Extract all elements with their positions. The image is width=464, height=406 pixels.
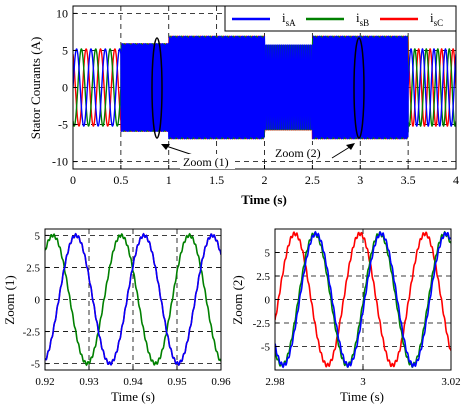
y-tick-label: 0 [62,81,68,95]
x-tick-label: 1 [166,173,172,187]
zoom1-y-ticks: 5 2.5 0 -2.5 -5 [23,230,49,371]
x-tick-label: 0.5 [113,173,128,187]
x-tick-label: 2.5 [305,173,320,187]
zoom2-ellipse [353,37,365,139]
y-tick-label: 2.5 [26,262,40,274]
zoom1-x-ticks: 0.92 0.93 0.94 0.95 0.96 [35,366,231,388]
x-tick-label: 0.95 [167,376,187,388]
zoom-annotations: Zoom (1) Zoom (2) [151,37,365,169]
zoom2-x-ticks: 2.98 3 3.02 [265,366,461,388]
y-tick-label: -5 [261,342,271,354]
zoom2-x-axis-label: Time (s) [340,389,384,404]
y-tick-label: 2.5 [256,271,270,283]
x-tick-label: 3.02 [441,376,460,388]
top-y-ticks: 10 5 0 -5 -10 [52,6,77,169]
x-tick-label: 3 [357,173,363,187]
bl-series-green [45,232,221,367]
top-legend: isA isB isC [224,5,457,32]
bl-series-blue [45,232,221,367]
zoom2-y-axis-label: Zoom (2) [230,275,245,324]
y-tick-label: 10 [56,6,68,20]
top-x-axis-label: Time (s) [241,192,287,207]
x-tick-label: 0.93 [79,376,99,388]
zoom2-y-ticks: 5 2.5 0 -2.5 -5 [253,248,279,354]
x-tick-label: 2 [262,173,268,187]
zoom1-arrowhead [161,144,170,150]
legend-sub-isB: sB [360,18,370,28]
y-tick-label: 5 [62,43,68,57]
y-tick-label: -10 [52,155,68,169]
y-tick-label: -2.5 [23,327,41,339]
zoom1-series [45,232,221,367]
y-tick-label: 5 [35,230,41,242]
x-tick-label: 0.94 [123,376,143,388]
x-tick-label: 3.5 [401,173,416,187]
legend-sub-isA: sA [286,18,297,28]
zoom2-series [275,230,451,369]
series-line-isA [73,35,456,140]
x-tick-label: 1.5 [209,173,224,187]
zoom1-ellipse [151,37,163,139]
br-series-green [275,230,451,369]
y-tick-label: -2.5 [253,318,271,330]
y-tick-label: -5 [58,118,68,132]
x-tick-label: 0 [70,173,76,187]
zoom1-grid [45,229,221,370]
top-chart: 0 0.5 1 1.5 2 2.5 3 3.5 4 10 5 0 -5 -10 Time (s) Sta… [28,5,459,207]
y-tick-label: 5 [265,248,271,260]
x-tick-label: 0.96 [211,376,231,388]
zoom1-chart: 0.92 0.93 0.94 0.95 0.96 5 2.5 0 -2.5 -5 Time (s… [2,228,231,404]
br-series-blue [275,230,451,369]
x-tick-label: 3 [360,376,366,388]
x-tick-label: 2.98 [265,376,285,388]
legend-sub-isC: sC [434,18,444,28]
top-series [73,35,456,140]
top-x-ticks: 0 0.5 1 1.5 2 2.5 3 3.5 4 [70,165,459,187]
zoom2-chart: 2.98 3 3.02 5 2.5 0 -2.5 -5 Time (s) Zoom (2) [230,228,461,404]
zoom1-y-axis-label: Zoom (1) [2,275,17,324]
zoom2-arrowhead [346,143,355,150]
top-y-axis-label: Stator Courants (A) [28,37,43,140]
x-tick-label: 0.92 [35,376,54,388]
zoom1-label: Zoom (1) [183,155,229,169]
x-tick-label: 4 [453,173,459,187]
zoom2-label-bg [273,145,331,160]
y-tick-label: 0 [265,295,271,307]
y-tick-label: -5 [31,359,41,371]
zoom1-label-bg [180,154,235,169]
zoom2-label: Zoom (2) [275,146,321,160]
zoom1-x-axis-label: Time (s) [111,389,155,404]
y-tick-label: 0 [35,295,41,307]
